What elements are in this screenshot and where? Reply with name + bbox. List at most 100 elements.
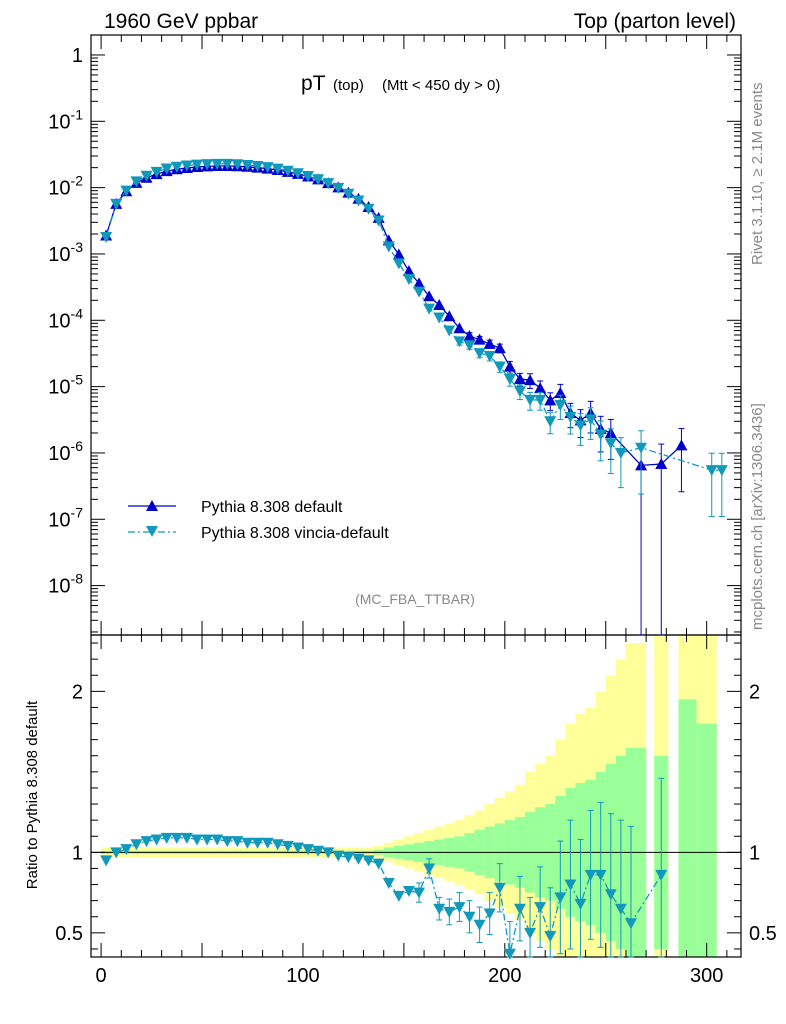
series-default (100, 159, 688, 636)
ratio-data-point (140, 836, 153, 848)
series-vincia (100, 158, 728, 518)
ratio-data-point (180, 832, 193, 844)
ratio-data-point (342, 852, 355, 864)
ratio-y-tick-label: 2 (72, 681, 83, 703)
data-point (433, 312, 446, 324)
ratio-data-point (201, 834, 214, 846)
data-point (564, 411, 577, 423)
ratio-data-point (100, 855, 113, 867)
y-tick-label: 10-7 (48, 504, 83, 531)
data-point (302, 170, 315, 182)
data-point (413, 286, 426, 298)
ratio-data-point (251, 837, 264, 849)
ratio-data-point (241, 837, 254, 849)
ratio-data-point (483, 908, 496, 920)
data-point (483, 350, 496, 362)
ratio-data-point (281, 840, 294, 852)
band-inner-bin (678, 699, 697, 957)
data-point (473, 333, 486, 345)
data-point (231, 159, 244, 171)
data-point (362, 203, 375, 215)
ratio-data-point (211, 834, 224, 846)
ratio-data-point (423, 863, 436, 875)
ratio-data-point (614, 903, 627, 915)
ratio-data-point (120, 844, 133, 856)
ratio-data-point (271, 839, 284, 851)
data-point (453, 336, 466, 348)
ratio-data-point (302, 844, 315, 856)
data-point (705, 465, 718, 477)
data-point (544, 416, 557, 428)
ratio-plot-frame (90, 634, 742, 958)
data-point (503, 374, 516, 386)
ratio-y-tick-label: 2 (749, 681, 760, 703)
data-point (453, 322, 466, 334)
ratio-data-point (402, 885, 415, 897)
ratio-data-point (352, 853, 365, 865)
data-point (372, 215, 385, 227)
data-point (241, 160, 254, 172)
data-point (160, 163, 173, 175)
ratio-data-point (170, 832, 183, 844)
main-title: pT (top) (Mtt < 450 dy > 0) (301, 72, 500, 95)
ratio-y-tick-label: 1 (749, 842, 760, 864)
data-point (604, 438, 617, 450)
analysis-label: (MC_FBA_TTBAR) (355, 591, 475, 607)
data-point (382, 241, 395, 253)
data-point (524, 374, 537, 386)
data-point (110, 198, 123, 210)
y-tick-label: 10-3 (48, 239, 83, 266)
ratio-data-point (382, 877, 395, 889)
y-tick-label: 10-6 (48, 438, 83, 465)
y-tick-label: 1 (72, 45, 83, 67)
data-point (180, 160, 193, 172)
y-tick-label: 10-1 (48, 106, 83, 133)
ratio-data-point (322, 847, 335, 859)
ratio-data-point (554, 892, 567, 904)
ratio-uncertainty-bands (101, 635, 717, 957)
data-point (715, 465, 728, 477)
ratio-data-point (524, 927, 537, 939)
ratio-data-point (473, 919, 486, 931)
ratio-data-point (413, 887, 426, 899)
data-point (614, 447, 627, 459)
data-point (463, 329, 476, 341)
y-tick-label: 10-5 (48, 372, 83, 399)
data-point (221, 158, 234, 170)
data-point (594, 429, 607, 441)
ratio-data-point (534, 902, 547, 914)
data-point (322, 178, 335, 190)
ratio-y-tick-label: 0.5 (749, 923, 777, 945)
data-point (574, 420, 587, 432)
legend-label-default: Pythia 8.308 default (201, 499, 343, 516)
title-sub2: (Mtt < 450 dy > 0) (382, 77, 500, 94)
ratio-data-point (312, 845, 325, 857)
data-point (544, 394, 557, 406)
header-left-label: 1960 GeV ppbar (104, 10, 258, 33)
ratio-data-point (544, 931, 557, 943)
ratio-data-point (443, 906, 456, 918)
data-point (635, 442, 648, 454)
data-point (281, 165, 294, 177)
data-point (261, 162, 274, 174)
data-point (170, 161, 183, 173)
rivet-label: Rivet 3.1.10, ≥ 2.1M events (749, 83, 766, 266)
ratio-data-point (190, 834, 203, 846)
data-point (534, 382, 547, 394)
data-point (211, 158, 224, 170)
data-point (513, 373, 526, 385)
data-point (271, 163, 284, 175)
data-point (675, 439, 688, 451)
ratio-data-point (624, 918, 637, 930)
data-point (503, 360, 516, 372)
ratio-data-point (362, 855, 375, 867)
legend-entry-vincia: Pythia 8.308 vincia-default (128, 525, 389, 542)
ratio-data-point (574, 898, 587, 910)
data-point (554, 399, 567, 411)
ratio-data-point (453, 902, 466, 914)
data-point (291, 168, 304, 180)
ratio-data-point (564, 879, 577, 891)
y-tick-label: 10-4 (48, 305, 83, 332)
data-point (352, 195, 365, 207)
